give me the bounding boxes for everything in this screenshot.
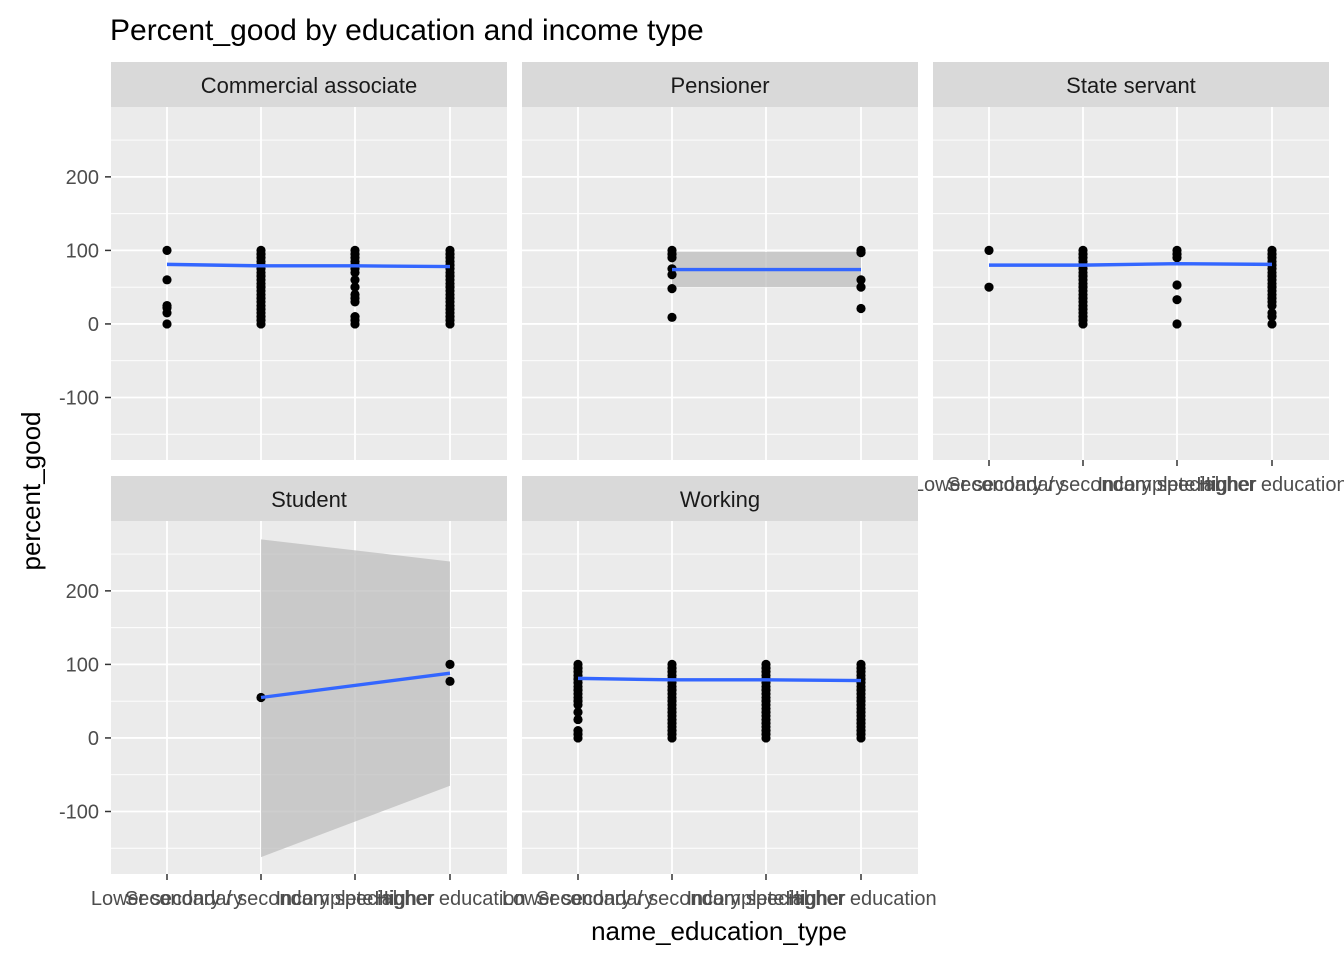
y-axis-title: percent_good [16,411,46,570]
confidence-band [261,539,450,858]
data-point [350,297,360,307]
data-point [761,733,771,743]
data-point [856,733,866,743]
data-point [1267,300,1277,311]
x-tick-label: Lower secondary [913,474,1065,496]
data-point [350,319,360,329]
x-tick-label: Higher education [374,888,525,910]
data-point [667,733,677,743]
y-tick-label: -100 [59,801,99,823]
data-point [1078,319,1088,329]
x-tick-label: Lower secondary [502,888,654,910]
facet-strip-label: Pensioner [670,73,769,98]
data-point [984,282,994,292]
facet-strip [111,62,507,107]
data-point [445,319,455,329]
y-tick-label: 0 [88,728,99,750]
facet-panel: Pensioner [522,62,918,460]
x-tick-label: Incomplete higher [276,888,435,910]
data-point [350,267,360,278]
y-tick-label: -100 [59,387,99,409]
facet-strip-label: Commercial associate [201,73,417,98]
x-tick-label: Incomplete higher [687,888,846,910]
data-point [162,319,172,329]
data-point [445,676,455,686]
smooth-line [577,676,862,683]
x-tick-label: Incomplete higher [1098,474,1257,496]
x-tick-label: Secondary / secondary special [947,474,1219,496]
data-point [667,270,677,280]
data-point [667,312,677,322]
facet-strip [933,62,1329,107]
data-point [445,659,455,670]
facet-strip [522,62,918,107]
data-point [350,275,360,285]
x-axis-title: name_education_type [591,916,847,946]
panel-background [111,107,507,460]
data-point [162,275,172,285]
facet-strip [111,476,507,521]
facet-panel: Student -100 0 100 200 Lower secondarySeconda… [59,476,526,910]
data-point [856,303,866,314]
data-point [1172,280,1182,290]
facet-strip [522,476,918,521]
data-point [1172,295,1182,305]
facet-panels: Commercial associate -100 0 100 200 Pensioner… [59,62,1344,910]
data-point [1172,253,1182,263]
data-point [1172,319,1182,329]
data-point [1267,319,1277,329]
y-tick-label: 100 [66,654,99,676]
facet-panel: Commercial associate -100 0 100 200 [59,62,507,460]
panel-background [522,521,918,874]
x-tick-label: Secondary / secondary special [536,888,808,910]
data-point [162,308,172,318]
y-tick-label: 200 [66,167,99,189]
data-point [984,245,994,256]
smooth-line [166,262,451,269]
data-point [350,282,360,292]
facet-strip-label: Student [271,487,347,512]
facet-strip-label: State servant [1066,73,1196,98]
x-tick-label: Secondary / secondary special [125,888,397,910]
panel-background [933,107,1329,460]
data-point [856,275,866,285]
data-point [162,245,172,256]
data-point [856,248,866,258]
y-tick-label: 200 [66,581,99,603]
x-tick-label: Lower secondary [91,888,243,910]
data-point [573,714,583,725]
data-point [573,733,583,743]
x-tick-label: Higher education [785,888,936,910]
facet-strip-label: Working [680,487,760,512]
chart-title: Percent_good by education and income typ… [110,14,704,47]
smooth-line [989,261,1273,267]
y-tick-label: 0 [88,314,99,336]
x-tick-label: Higher education [1196,474,1344,496]
data-point [573,700,583,710]
smooth-line [260,671,451,700]
y-tick-label: 100 [66,240,99,262]
data-point [667,253,677,263]
data-point [1267,311,1277,322]
data-point [667,284,677,294]
data-point [856,282,866,292]
data-point [573,707,583,717]
data-point [256,319,266,329]
